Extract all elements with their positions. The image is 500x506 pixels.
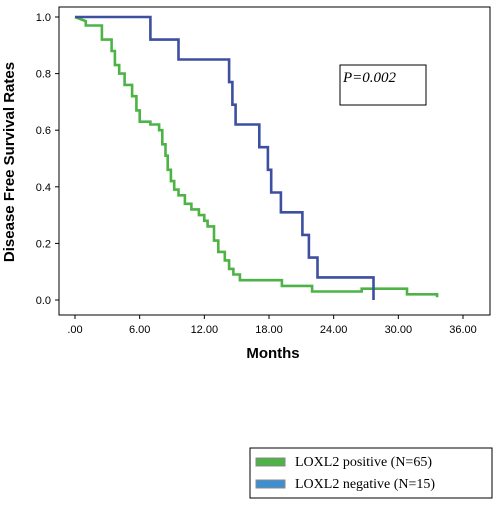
x-axis-title: Months <box>246 345 299 362</box>
x-tick-label: 24.00 <box>320 324 348 336</box>
legend-box <box>249 447 493 499</box>
y-tick-label: 0.2 <box>36 238 51 250</box>
series-group <box>74 15 439 300</box>
y-axis: 0.0 0.2 0.4 0.6 0.8 1.0 <box>36 12 59 307</box>
x-tick-label: 18.00 <box>255 324 283 336</box>
p-value-text: P=0.002 <box>342 70 397 86</box>
series-line-positive <box>74 15 439 298</box>
y-tick-label: 1.0 <box>36 12 51 24</box>
y-tick-label: 0.4 <box>36 182 51 194</box>
legend-label-negative: LOXL2 negative (N=15) <box>295 477 435 492</box>
legend-label-positive: LOXL2 positive (N=65) <box>295 455 432 470</box>
x-axis: .00 6.00 12.00 18.00 24.00 30.00 36.00 <box>67 315 477 336</box>
y-axis-title: Disease Free Survival Rates <box>1 62 18 262</box>
y-tick-label: 0.0 <box>36 295 51 307</box>
x-tick-label: 6.00 <box>129 324 150 336</box>
p-value-box <box>339 64 427 106</box>
legend: LOXL2 positive (N=65) LOXL2 negative (N=… <box>249 447 493 499</box>
y-tick-label: 0.8 <box>36 69 51 81</box>
x-tick-label: 12.00 <box>191 324 219 336</box>
plot-frame <box>58 6 491 316</box>
series-line-negative <box>75 15 375 300</box>
x-tick-label: 36.00 <box>449 324 477 336</box>
y-tick-label: 0.6 <box>36 125 51 137</box>
x-tick-label: .00 <box>67 324 82 336</box>
x-tick-label: 30.00 <box>385 324 413 336</box>
legend-swatch-negative <box>255 479 286 489</box>
legend-swatch-positive <box>255 457 286 467</box>
